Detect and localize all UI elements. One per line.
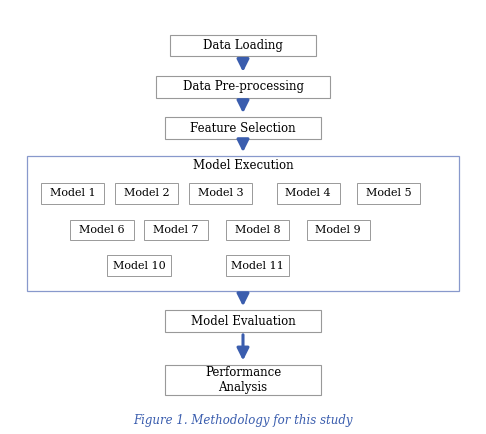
FancyBboxPatch shape: [226, 220, 289, 240]
FancyBboxPatch shape: [107, 255, 171, 276]
Text: Model 8: Model 8: [235, 225, 280, 235]
Text: Model 4: Model 4: [285, 188, 331, 198]
Text: Model Evaluation: Model Evaluation: [191, 315, 295, 328]
FancyBboxPatch shape: [357, 183, 420, 204]
Text: Model 1: Model 1: [50, 188, 96, 198]
FancyBboxPatch shape: [144, 220, 208, 240]
FancyBboxPatch shape: [27, 156, 459, 291]
FancyBboxPatch shape: [226, 255, 289, 276]
FancyBboxPatch shape: [170, 35, 316, 56]
Text: Model Execution: Model Execution: [192, 159, 294, 172]
FancyBboxPatch shape: [41, 183, 104, 204]
Text: Model 9: Model 9: [315, 225, 361, 235]
Text: Model 2: Model 2: [124, 188, 170, 198]
FancyBboxPatch shape: [189, 183, 252, 204]
FancyBboxPatch shape: [115, 183, 178, 204]
Text: Model 11: Model 11: [231, 260, 284, 271]
Text: Performance
Analysis: Performance Analysis: [205, 366, 281, 394]
Text: Figure 1. Methodology for this study: Figure 1. Methodology for this study: [133, 414, 353, 427]
FancyBboxPatch shape: [70, 220, 134, 240]
FancyBboxPatch shape: [165, 117, 321, 139]
FancyBboxPatch shape: [165, 365, 321, 395]
FancyBboxPatch shape: [307, 220, 370, 240]
FancyBboxPatch shape: [165, 310, 321, 332]
Text: Model 10: Model 10: [113, 260, 165, 271]
Text: Model 7: Model 7: [153, 225, 199, 235]
FancyBboxPatch shape: [156, 76, 330, 98]
Text: Feature Selection: Feature Selection: [190, 122, 296, 135]
Text: Data Pre-processing: Data Pre-processing: [183, 80, 303, 93]
FancyBboxPatch shape: [277, 183, 340, 204]
Text: Model 3: Model 3: [198, 188, 243, 198]
Text: Model 6: Model 6: [79, 225, 125, 235]
Text: Data Loading: Data Loading: [203, 39, 283, 52]
Text: Model 5: Model 5: [366, 188, 412, 198]
